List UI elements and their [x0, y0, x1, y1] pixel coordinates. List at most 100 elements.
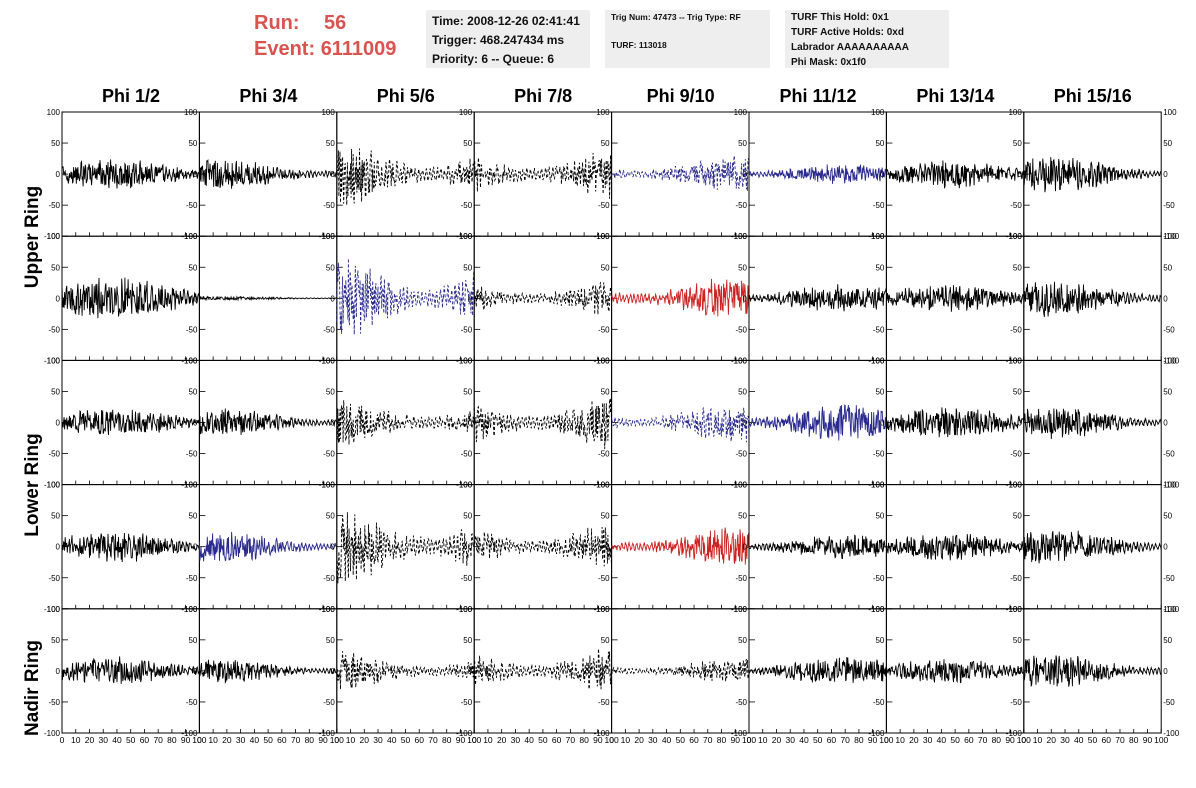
y-tick-label: -50 — [186, 698, 198, 707]
x-tick-label: 60 — [827, 735, 837, 745]
y-tick-label: 0 — [880, 170, 885, 179]
x-tick-label: 80 — [305, 735, 315, 745]
x-tick-label: 20 — [909, 735, 919, 745]
y-tick-label: 0 — [605, 667, 610, 676]
trig-num-text: Trig Num: 47473 -- Trig Type: RF — [611, 12, 741, 22]
x-tick-label: 10 — [71, 735, 81, 745]
y-tick-label: 50 — [738, 512, 747, 521]
y-tick-label: -50 — [323, 325, 335, 334]
y-tick-label: -50 — [1163, 698, 1175, 707]
y-tick-label: 50 — [463, 512, 472, 521]
y-tick-label: 100 — [47, 481, 61, 490]
x-tick-label: 70 — [978, 735, 988, 745]
y-tick-label: 100 — [1008, 356, 1022, 365]
waveform-trace — [611, 407, 750, 443]
y-tick-label: 50 — [51, 636, 60, 645]
x-tick-label: 90 — [868, 735, 878, 745]
y-tick-label: 0 — [880, 419, 885, 428]
waveform-trace — [473, 152, 613, 199]
y-tick-label: 0 — [193, 170, 198, 179]
y-tick-label: 100 — [184, 605, 198, 614]
x-tick-label: 20 — [772, 735, 782, 745]
time-text: Time: 2008-12-26 02:41:41 — [432, 14, 580, 28]
y-tick-label: 100 — [1163, 481, 1177, 490]
x-tick-label: 10 — [895, 735, 905, 745]
event-value: 6111009 — [320, 38, 397, 60]
y-tick-label: 0 — [468, 419, 473, 428]
y-tick-label: -50 — [48, 201, 60, 210]
y-tick-label: 0 — [56, 543, 61, 552]
y-tick-label: -50 — [461, 574, 473, 583]
y-tick-label: 0 — [330, 294, 335, 303]
y-tick-label: 100 — [459, 605, 473, 614]
y-tick-label: -100 — [1163, 356, 1180, 365]
x-tick-label: 60 — [689, 735, 699, 745]
event-label: Event: — [254, 38, 316, 60]
y-tick-label: 100 — [1163, 356, 1177, 365]
x-tick-label: 100 — [192, 735, 206, 745]
waveform-trace — [885, 160, 1025, 189]
y-tick-label: 100 — [1008, 605, 1022, 614]
y-tick-label: 100 — [596, 605, 610, 614]
y-tick-label: 100 — [321, 356, 335, 365]
waveform-trace — [611, 658, 750, 682]
column-header: Phi 7/8 — [514, 86, 573, 106]
x-tick-label: 50 — [676, 735, 686, 745]
x-tick-label: 30 — [648, 735, 658, 745]
x-tick-label: 90 — [1143, 735, 1153, 745]
y-tick-label: -50 — [461, 201, 473, 210]
waveform-trace — [61, 656, 200, 684]
waveform-trace — [61, 532, 200, 563]
waveform-trace — [748, 404, 887, 441]
y-tick-label: 50 — [875, 387, 884, 396]
x-tick-label: 90 — [456, 735, 466, 745]
column-header: Phi 11/12 — [779, 86, 857, 106]
waveform-trace — [473, 397, 613, 450]
y-tick-label: 50 — [188, 636, 197, 645]
y-tick-label: 50 — [326, 139, 335, 148]
y-tick-label: -100 — [594, 232, 611, 241]
y-tick-label: 100 — [734, 232, 748, 241]
y-tick-label: -50 — [48, 574, 60, 583]
y-tick-label: 50 — [875, 263, 884, 272]
x-tick-label: 30 — [785, 735, 795, 745]
y-tick-label: 100 — [1163, 605, 1177, 614]
y-tick-label: -50 — [1163, 325, 1175, 334]
y-tick-label: 0 — [605, 294, 610, 303]
y-tick-label: -100 — [44, 729, 61, 738]
y-tick-label: -50 — [598, 325, 610, 334]
waveform-trace — [473, 526, 613, 567]
y-tick-label: 0 — [330, 543, 335, 552]
x-tick-label: 100 — [1154, 735, 1168, 745]
x-tick-label: 50 — [538, 735, 548, 745]
x-tick-label: 80 — [992, 735, 1002, 745]
y-tick-label: 100 — [184, 108, 198, 117]
x-tick-label: 40 — [1074, 735, 1084, 745]
y-tick-label: 0 — [1017, 294, 1022, 303]
x-tick-label: 10 — [1033, 735, 1043, 745]
y-tick-label: 100 — [47, 108, 61, 117]
y-tick-label: -100 — [181, 729, 198, 738]
y-tick-label: 100 — [184, 356, 198, 365]
y-tick-label: 50 — [1013, 512, 1022, 521]
x-tick-label: 10 — [621, 735, 631, 745]
y-tick-label: -50 — [1163, 574, 1175, 583]
panel-frame — [336, 235, 475, 361]
x-tick-label: 40 — [662, 735, 672, 745]
x-tick-label: 20 — [497, 735, 507, 745]
y-tick-label: -100 — [44, 232, 61, 241]
y-tick-label: -50 — [323, 698, 335, 707]
x-tick-label: 100 — [1017, 735, 1031, 745]
y-tick-label: -100 — [44, 605, 61, 614]
y-tick-label: -50 — [461, 325, 473, 334]
y-tick-label: -100 — [868, 232, 885, 241]
x-tick-label: 10 — [483, 735, 493, 745]
waveform-trace — [611, 155, 750, 192]
y-tick-label: 100 — [1163, 232, 1177, 241]
